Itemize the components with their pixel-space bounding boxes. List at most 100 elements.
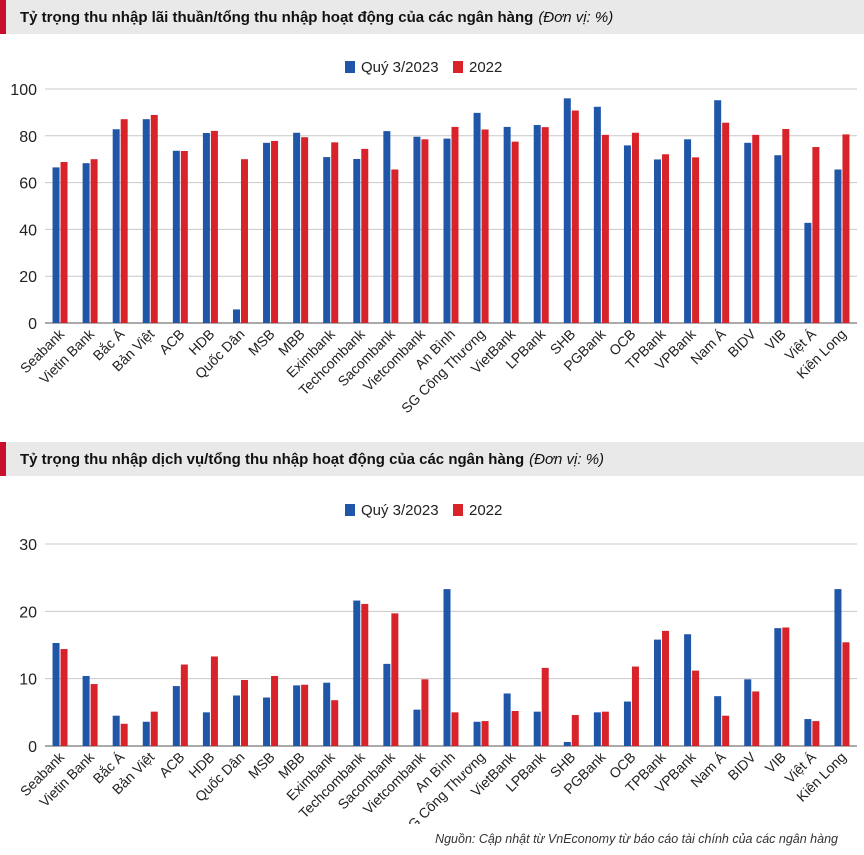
chart1-bar-q3-2023-19: [623, 145, 631, 323]
chart1-bar-2022-16: [541, 127, 549, 323]
chart1-ytick-0: 0: [28, 316, 37, 333]
chart1-bar-2022-1: [90, 159, 98, 323]
chart2-bar-2022-17: [571, 715, 579, 746]
chart1-legend-label-1: 2022: [469, 59, 502, 76]
chart2-bar-q3-2023-7: [263, 697, 271, 746]
chart1-bar-2022-23: [752, 134, 760, 323]
chart2-bar-q3-2023-5: [202, 712, 210, 746]
chart2-bar-2022-22: [722, 715, 730, 746]
chart2-bar-2022-0: [60, 649, 68, 746]
chart2-legend-label-0: Quý 3/2023: [361, 502, 439, 519]
chart1-unit: (Đơn vị: %): [538, 8, 614, 26]
chart2-bar-2022-11: [391, 613, 399, 746]
chart2-bar-q3-2023-18: [593, 712, 601, 746]
chart1-bar-2022-7: [271, 140, 279, 323]
chart1-title: Tỷ trọng thu nhập lãi thuần/tổng thu nhậ…: [20, 8, 534, 26]
chart1-bar-q3-2023-21: [684, 139, 692, 323]
chart1-bar-q3-2023-3: [142, 119, 150, 323]
chart1-ytick-4: 80: [19, 129, 37, 146]
chart1-ytick-3: 60: [19, 176, 37, 193]
chart2-bar-2022-18: [601, 711, 609, 746]
chart1-bar-2022-21: [692, 157, 700, 323]
chart1-bar-2022-5: [210, 130, 218, 323]
chart1-bar-q3-2023-12: [413, 136, 421, 323]
chart2-bar-q3-2023-0: [52, 642, 60, 746]
chart1-bar-q3-2023-26: [834, 169, 842, 323]
chart2-bar-2022-20: [662, 630, 670, 746]
chart2-legend-swatch-1: [453, 504, 463, 516]
chart2-xtick-23: BIDV: [724, 748, 759, 783]
chart2-bar-q3-2023-22: [714, 696, 722, 746]
chart2-xtick-4: ACB: [156, 749, 188, 781]
chart1-bar-2022-12: [421, 139, 429, 323]
chart2-bar-2022-24: [782, 627, 790, 746]
chart2-bar-q3-2023-3: [142, 721, 150, 746]
chart2-bar-q3-2023-1: [82, 675, 90, 746]
chart1-bar-2022-9: [331, 142, 339, 323]
chart2-bar-q3-2023-24: [774, 628, 782, 746]
chart1-bar-2022-4: [180, 151, 188, 323]
chart2-bar-2022-3: [150, 711, 158, 746]
chart2-bar-2022-2: [120, 723, 128, 746]
chart2-bar-2022-4: [180, 664, 188, 746]
chart2-bar-2022-21: [692, 670, 700, 746]
chart1-bar-2022-25: [812, 147, 820, 323]
chart2-bar-q3-2023-12: [413, 709, 421, 746]
chart1-legend-swatch-0: [345, 61, 355, 73]
chart1-ytick-2: 40: [19, 222, 37, 239]
chart2-bar-q3-2023-20: [654, 639, 662, 746]
chart1-bar-2022-26: [842, 134, 850, 323]
chart1-bar-2022-20: [662, 154, 670, 323]
chart1-bar-q3-2023-7: [263, 142, 271, 323]
chart1-bar-q3-2023-10: [353, 158, 361, 323]
chart1-bar-2022-6: [240, 159, 248, 323]
chart1-bar-q3-2023-16: [533, 125, 541, 323]
chart2-legend-label-1: 2022: [469, 502, 502, 519]
chart2-bar-q3-2023-4: [172, 686, 180, 746]
chart1-xtick-22: Nam Á: [687, 325, 729, 367]
chart1-bar-2022-0: [60, 162, 68, 323]
source-note: Nguồn: Cập nhật từ VnEconomy từ báo cáo …: [435, 832, 838, 846]
chart2-bar-2022-26: [842, 642, 850, 746]
chart1-bar-2022-2: [120, 119, 128, 323]
chart2-ytick-3: 30: [19, 537, 37, 554]
chart1-bar-q3-2023-18: [593, 106, 601, 323]
chart2-legend-swatch-0: [345, 504, 355, 516]
chart2-xtick-22: Nam Á: [687, 748, 729, 790]
chart1-title-bar: Tỷ trọng thu nhập lãi thuần/tổng thu nhậ…: [0, 0, 864, 34]
chart2-unit: (Đơn vị: %): [529, 450, 605, 468]
chart2-bar-q3-2023-10: [353, 600, 361, 746]
chart1-bar-q3-2023-14: [473, 112, 481, 323]
chart1-bar-q3-2023-1: [82, 163, 90, 323]
chart1-bar-q3-2023-23: [744, 142, 752, 323]
chart1-bar-q3-2023-25: [804, 222, 812, 323]
chart1-bar-2022-8: [301, 137, 309, 323]
chart2-bar-2022-23: [752, 691, 760, 746]
chart2-title-bar: Tỷ trọng thu nhập dịch vụ/tổng thu nhập …: [0, 442, 864, 476]
chart2-bar-2022-12: [421, 679, 429, 746]
chart1-bar-q3-2023-11: [383, 131, 391, 323]
chart2-bar-2022-10: [361, 603, 369, 746]
chart1-xtick-23: BIDV: [724, 325, 759, 360]
chart2-ytick-1: 10: [19, 672, 37, 689]
chart1-bar-q3-2023-6: [232, 309, 240, 323]
chart1-legend-label-0: Quý 3/2023: [361, 59, 439, 76]
chart2-bar-2022-25: [812, 721, 820, 746]
chart1-bar-2022-15: [511, 141, 519, 323]
chart2-bar-q3-2023-14: [473, 721, 481, 746]
chart2-title: Tỷ trọng thu nhập dịch vụ/tổng thu nhập …: [20, 450, 525, 468]
chart2-bar-2022-16: [541, 667, 549, 746]
chart1-bar-q3-2023-2: [112, 129, 120, 323]
chart1-bar-q3-2023-5: [202, 132, 210, 323]
chart1-bar-2022-14: [481, 129, 489, 323]
chart2-bar-q3-2023-21: [684, 634, 692, 746]
chart1-bar-2022-13: [451, 126, 459, 324]
chart1-legend-swatch-1: [453, 61, 463, 73]
net-interest-income-chart: Quý 3/2023 2022020406080100SeabankVietin …: [10, 59, 857, 416]
chart2-bar-q3-2023-15: [503, 693, 511, 746]
chart2-bar-q3-2023-19: [623, 701, 631, 746]
chart1-bar-q3-2023-0: [52, 167, 60, 323]
chart1-ytick-1: 20: [19, 269, 37, 286]
chart1-bar-q3-2023-15: [503, 126, 511, 324]
